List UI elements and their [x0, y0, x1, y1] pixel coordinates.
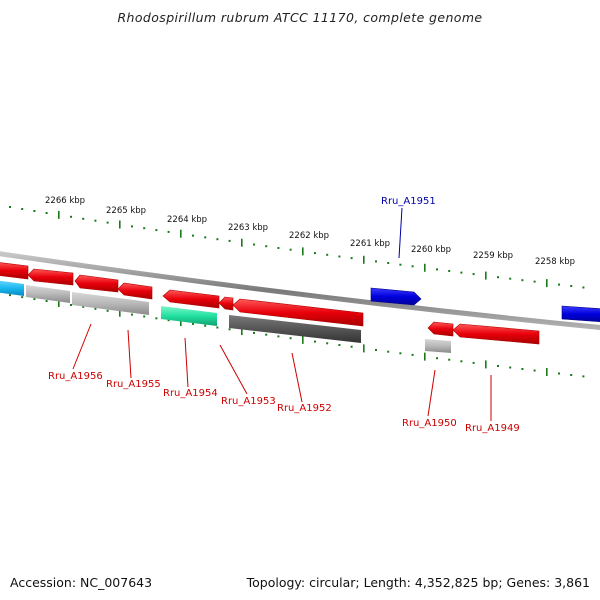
leader-line — [398, 207, 403, 259]
genome-backbone — [0, 251, 600, 331]
gene-arrow[interactable] — [232, 298, 364, 327]
gene-arrow[interactable] — [561, 305, 600, 322]
gene-label-rru-a1956[interactable]: Rru_A1956 — [48, 371, 103, 382]
gene-label-rru-a1949[interactable]: Rru_A1949 — [465, 423, 520, 434]
inner-ruler — [9, 294, 585, 378]
gene-track-reverse — [0, 262, 540, 345]
gene-arrow[interactable] — [0, 262, 29, 280]
gene-arrow[interactable] — [74, 274, 119, 293]
kbp-label: 2259 kbp — [473, 251, 513, 261]
kbp-label: 2265 kbp — [106, 206, 146, 216]
outer-ruler — [9, 206, 585, 289]
kbp-label: 2263 kbp — [228, 223, 268, 233]
gene-label-rru-a1952[interactable]: Rru_A1952 — [277, 403, 332, 414]
gene-arrow[interactable] — [452, 323, 540, 345]
kbp-label: 2258 kbp — [535, 257, 575, 267]
gene-track-forward — [370, 287, 600, 322]
genome-stats-text: Topology: circular; Length: 4,352,825 bp… — [246, 575, 590, 590]
gene-arrow[interactable] — [218, 296, 234, 311]
cds-bar[interactable] — [26, 285, 70, 303]
cds-track — [0, 280, 451, 353]
gene-arrow[interactable] — [427, 321, 454, 337]
label-leaders — [72, 207, 492, 421]
gene-label-rru-a1950[interactable]: Rru_A1950 — [402, 418, 457, 429]
cds-bar[interactable] — [229, 315, 361, 343]
gene-label-rru-a1954[interactable]: Rru_A1954 — [163, 388, 218, 399]
leader-line — [219, 344, 248, 395]
kbp-labels: 2266 kbp 2265 kbp 2264 kbp 2263 kbp 2262… — [45, 196, 575, 267]
map-title: Rhodospirillum rubrum ATCC 11170, comple… — [117, 10, 483, 25]
kbp-label: 2261 kbp — [350, 239, 390, 249]
cds-bar[interactable] — [425, 339, 451, 353]
gene-labels: Rru_A1951 Rru_A1956 Rru_A1955 Rru_A1954 … — [48, 196, 520, 434]
gene-label-rru-a1953[interactable]: Rru_A1953 — [221, 396, 276, 407]
accession-text: Accession: NC_007643 — [10, 575, 153, 590]
gene-arrow[interactable] — [162, 289, 220, 309]
kbp-label: 2264 kbp — [167, 215, 207, 225]
gene-label-rru-a1951[interactable]: Rru_A1951 — [381, 196, 436, 207]
kbp-label: 2262 kbp — [289, 231, 329, 241]
gene-arrow[interactable] — [370, 287, 422, 306]
leader-line — [127, 329, 132, 379]
leader-line — [72, 323, 92, 370]
cds-bar[interactable] — [0, 280, 24, 296]
cds-bar[interactable] — [72, 292, 149, 315]
gene-arrow[interactable] — [117, 282, 153, 300]
leader-line — [184, 337, 189, 388]
kbp-label: 2266 kbp — [45, 196, 85, 206]
cds-bar[interactable] — [161, 306, 217, 326]
gene-arrow[interactable] — [27, 268, 74, 286]
kbp-label: 2260 kbp — [411, 245, 451, 255]
leader-line — [291, 352, 303, 403]
gene-label-rru-a1955[interactable]: Rru_A1955 — [106, 379, 161, 390]
leader-line — [427, 369, 436, 417]
